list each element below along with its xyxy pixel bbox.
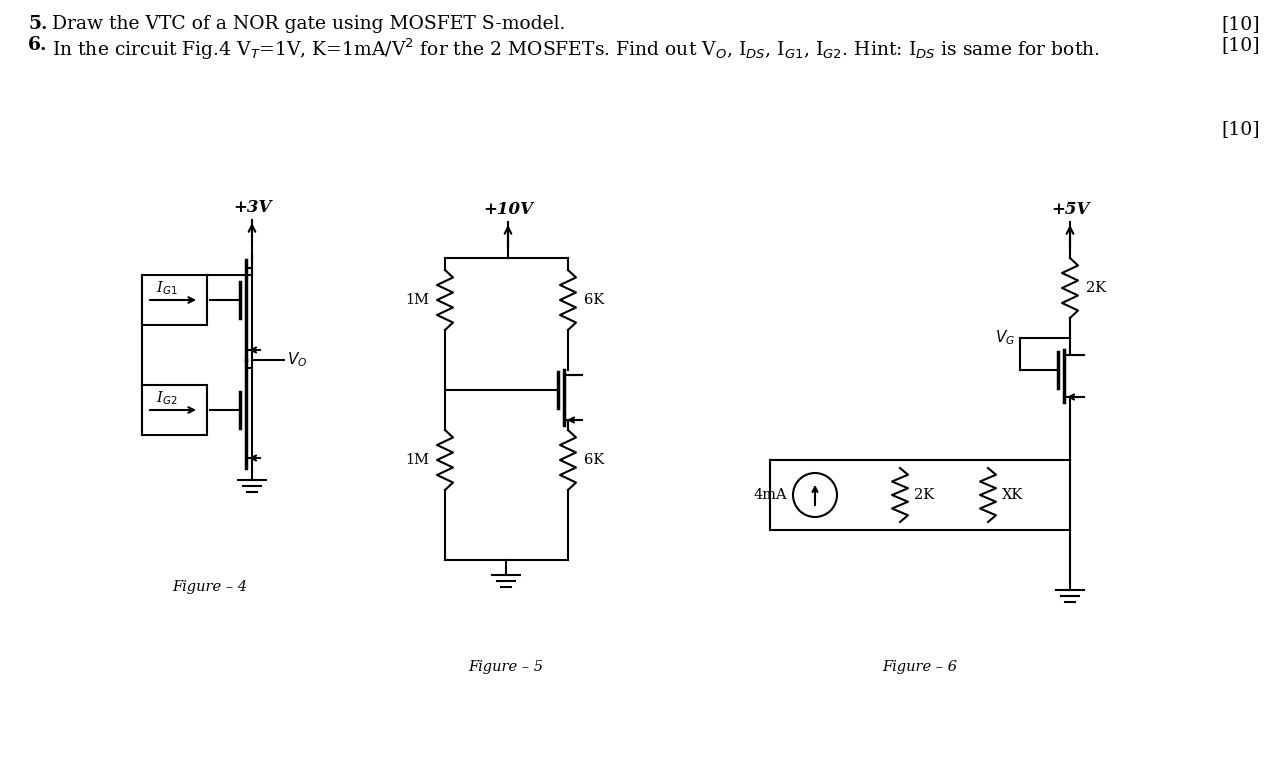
Text: 6K: 6K bbox=[584, 293, 605, 307]
Text: +10V: +10V bbox=[483, 201, 533, 218]
Text: [10]: [10] bbox=[1221, 36, 1260, 54]
Text: Figure – 5: Figure – 5 bbox=[469, 660, 543, 674]
Bar bbox=[143, 385, 207, 435]
Circle shape bbox=[794, 473, 837, 517]
Text: 2K: 2K bbox=[914, 488, 935, 502]
Text: Draw the VTC of a NOR gate using MOSFET S-model.: Draw the VTC of a NOR gate using MOSFET … bbox=[51, 15, 565, 33]
Text: 1M: 1M bbox=[404, 293, 429, 307]
Text: [10]: [10] bbox=[1221, 120, 1260, 138]
Text: [10]: [10] bbox=[1221, 15, 1260, 33]
Text: $V_O$: $V_O$ bbox=[288, 351, 307, 369]
Bar bbox=[143, 275, 207, 325]
Text: Figure – 4: Figure – 4 bbox=[172, 580, 248, 594]
Text: In the circuit Fig.4 V$_T$=1V, K=1mA/V$^2$ for the 2 MOSFETs. Find out V$_O$, I$: In the circuit Fig.4 V$_T$=1V, K=1mA/V$^… bbox=[51, 36, 1100, 62]
Text: Figure – 6: Figure – 6 bbox=[882, 660, 958, 674]
Text: 6K: 6K bbox=[584, 453, 605, 467]
Text: I$_{G1}$: I$_{G1}$ bbox=[155, 279, 177, 297]
Text: 6.: 6. bbox=[28, 36, 48, 54]
Text: +5V: +5V bbox=[1050, 201, 1089, 218]
Text: XK: XK bbox=[1002, 488, 1023, 502]
Text: 2K: 2K bbox=[1086, 281, 1107, 295]
Text: 5.: 5. bbox=[28, 15, 48, 33]
Text: +3V: +3V bbox=[232, 199, 271, 216]
Text: 1M: 1M bbox=[404, 453, 429, 467]
Text: I$_{G2}$: I$_{G2}$ bbox=[155, 390, 177, 407]
Text: $V_G$: $V_G$ bbox=[995, 329, 1014, 347]
Text: 4mA: 4mA bbox=[754, 488, 787, 502]
